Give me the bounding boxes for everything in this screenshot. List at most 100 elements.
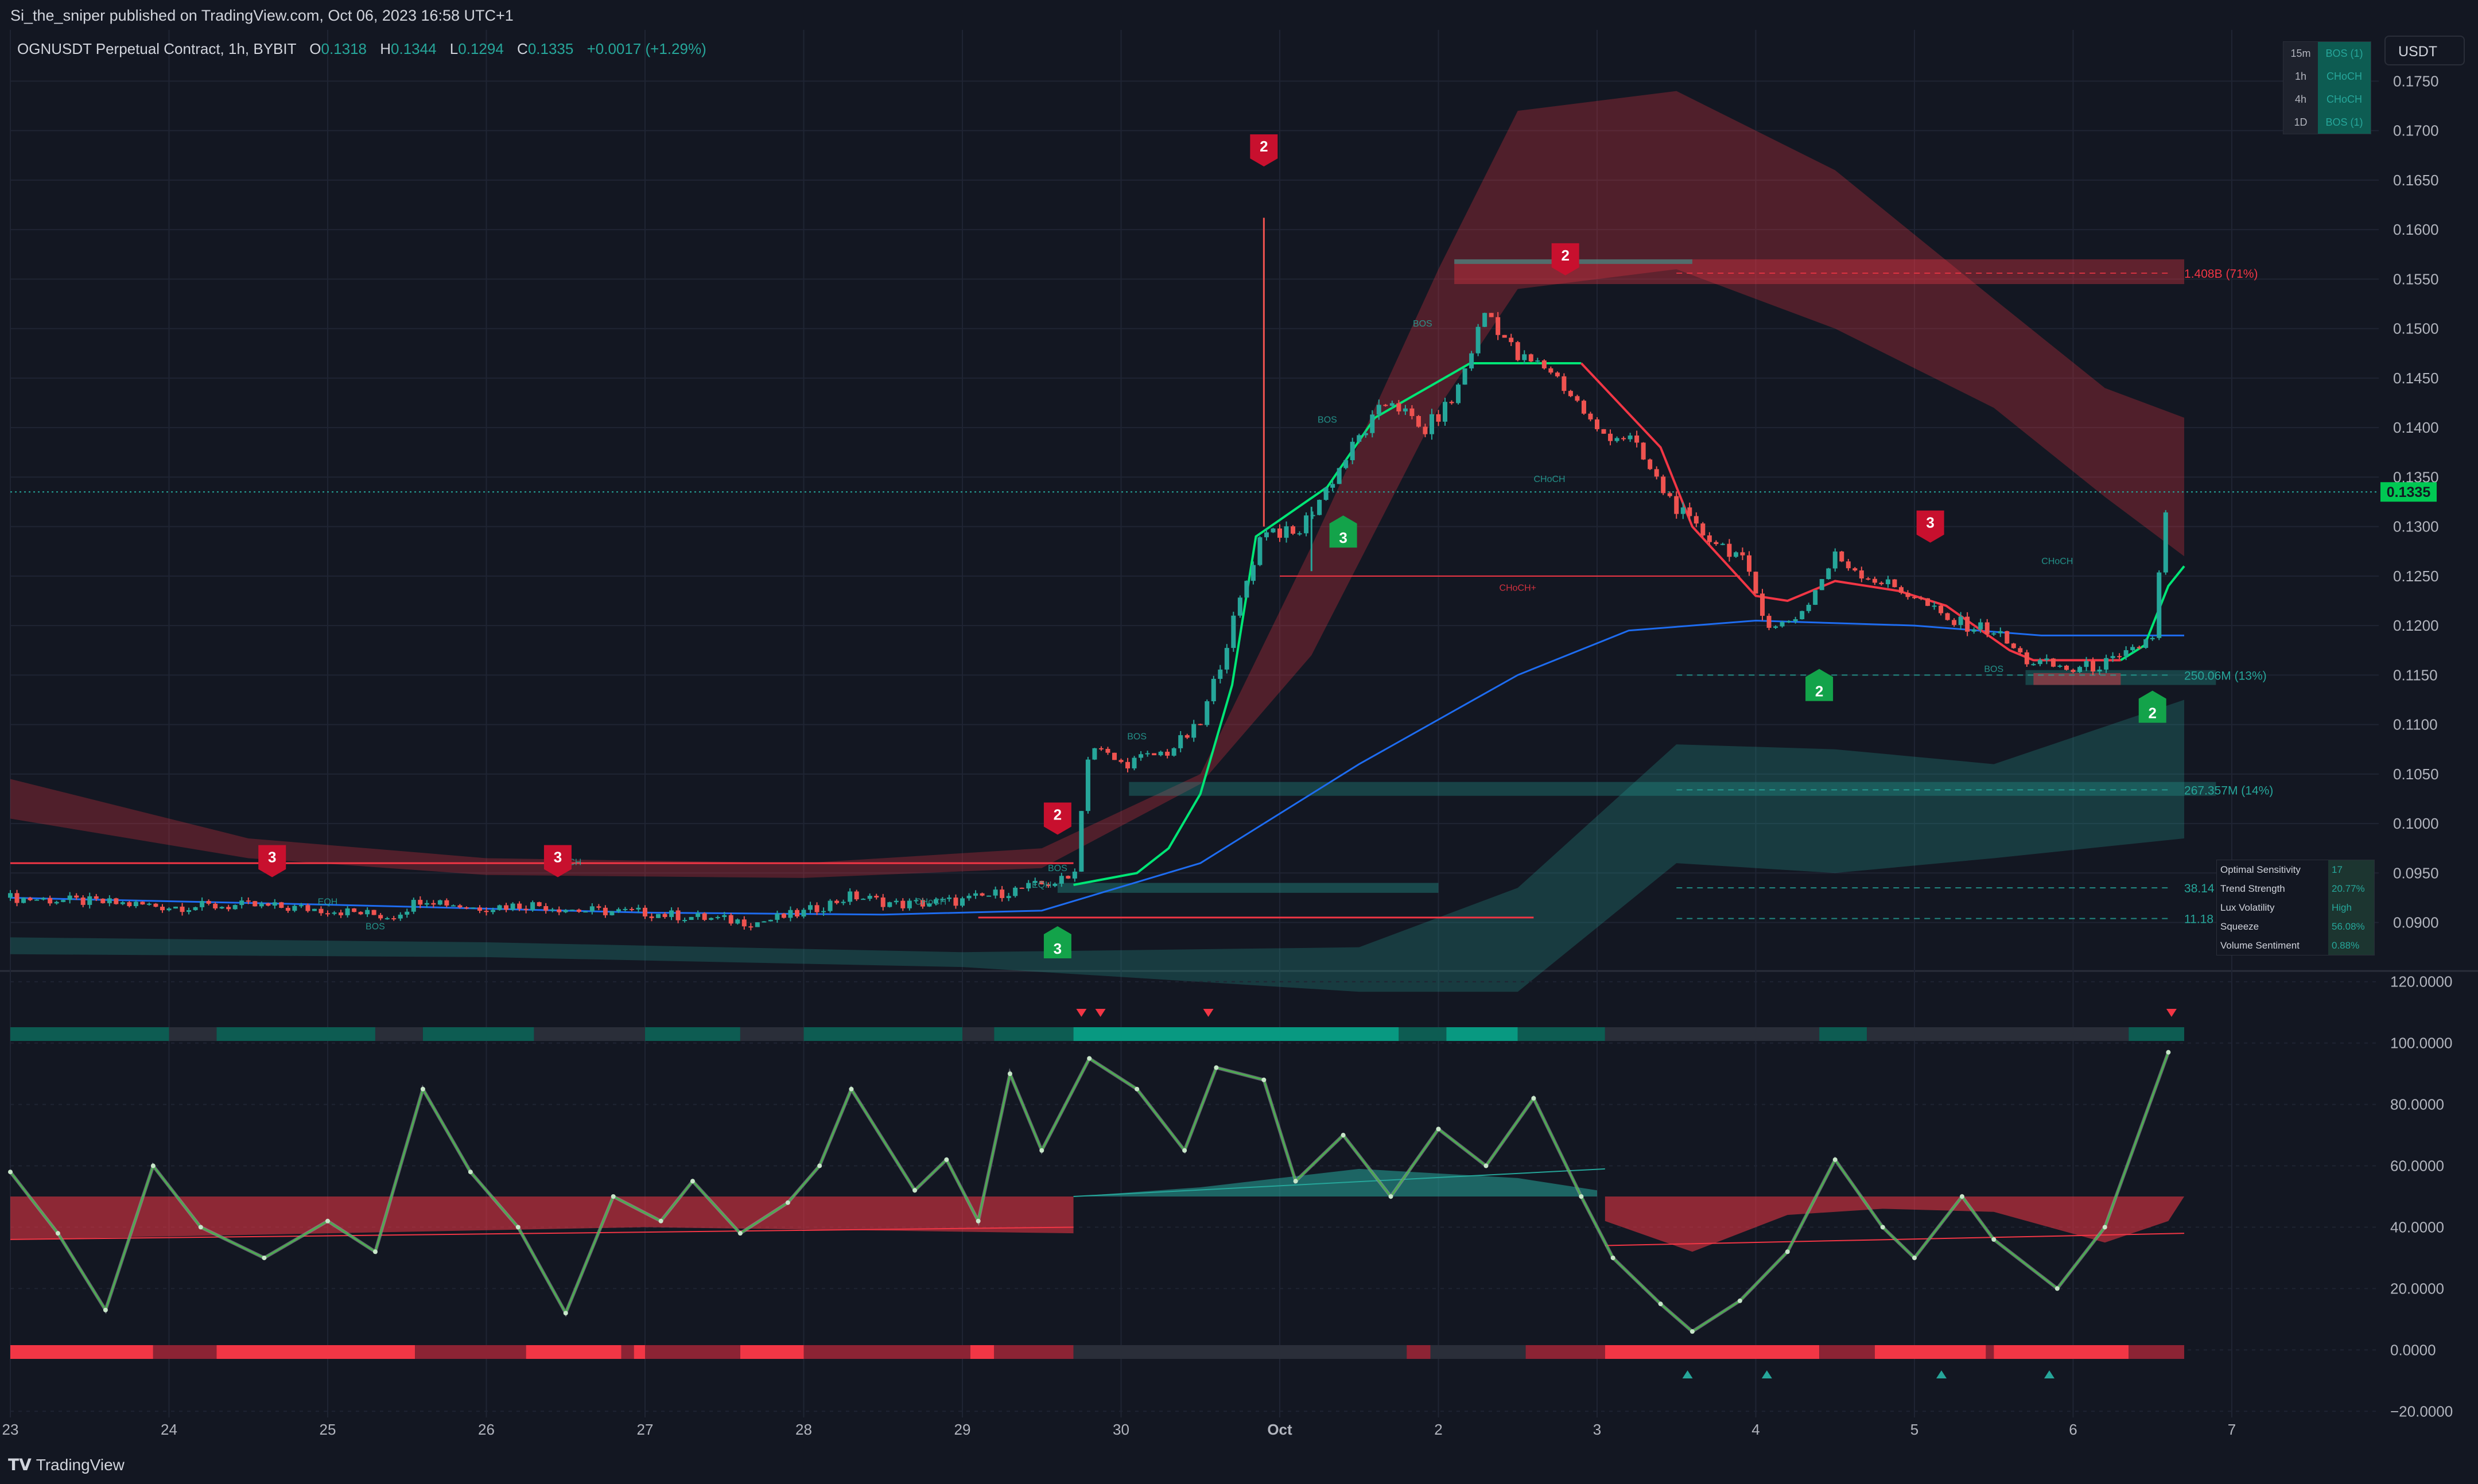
candle-body: [775, 914, 780, 920]
candle-body: [173, 906, 178, 909]
candle-body: [1191, 724, 1197, 738]
candle-body: [589, 906, 595, 912]
candle-body: [1912, 597, 1917, 599]
high-value: 0.1344: [391, 40, 437, 57]
candle-body: [1264, 532, 1269, 538]
candle-body: [100, 899, 106, 903]
oscillator-point: [1039, 1148, 1044, 1153]
candle-body: [332, 912, 337, 914]
candle-body: [1588, 413, 1593, 419]
candle-body: [1780, 621, 1785, 627]
candle-body: [384, 918, 390, 920]
sell-signal-label: 3: [268, 849, 276, 866]
candle-body: [2024, 652, 2029, 665]
time-tick-label: 29: [954, 1421, 971, 1438]
candle-body: [2130, 647, 2135, 650]
candle-body: [880, 897, 885, 907]
high-label: H: [380, 40, 391, 57]
candle-body: [166, 908, 172, 911]
currency-selector[interactable]: USDT: [2384, 36, 2465, 65]
candle-body: [21, 898, 26, 903]
trend-strip-segment: [740, 1027, 804, 1041]
mtf-state: BOS (1): [2318, 111, 2371, 134]
candle-body: [2071, 670, 2076, 672]
candle-body: [2091, 661, 2096, 672]
candle-body: [2157, 572, 2162, 638]
momentum-strip-segment: [1986, 1345, 1994, 1359]
dashboard-key: Lux Volatility: [2217, 898, 2328, 917]
time-tick-label: 6: [2069, 1421, 2077, 1438]
trend-strip-segment: [169, 1027, 217, 1041]
candle-body: [67, 895, 72, 900]
candle-body: [735, 919, 740, 924]
candle-body: [1409, 408, 1415, 416]
candle-body: [1548, 368, 1553, 373]
time-tick-label: 5: [1910, 1421, 1918, 1438]
sell-signal-label: 2: [1054, 806, 1062, 823]
candle-body: [1092, 748, 1097, 760]
candle-body: [484, 911, 489, 912]
oscillator-point: [563, 1311, 568, 1316]
candle-body: [1568, 391, 1573, 397]
candle-body: [1654, 469, 1659, 477]
candle-body: [1773, 626, 1778, 628]
candle-body: [1641, 442, 1646, 460]
candle-body: [1496, 317, 1501, 335]
candle-body: [206, 901, 211, 904]
candle-body: [887, 902, 892, 907]
oscillator-point: [1610, 1255, 1615, 1260]
buy-signal-badge: [1805, 669, 1834, 701]
osc-signal-line: [10, 1226, 1074, 1240]
momentum-strip-segment: [634, 1345, 645, 1359]
oscillator-point: [1785, 1249, 1790, 1254]
candle-body: [1502, 335, 1507, 338]
dashboard-key: Volume Sentiment: [2217, 936, 2328, 955]
candle-body: [1436, 414, 1441, 422]
structure-label: BOS: [1127, 732, 1147, 741]
candle-body: [239, 900, 244, 906]
candle-body: [133, 902, 138, 907]
candle-body: [656, 914, 661, 918]
oscillator-point: [1689, 1329, 1695, 1334]
mtf-timeframe: 1D: [2283, 111, 2318, 134]
candle-body: [1720, 543, 1725, 545]
candle-body: [398, 914, 403, 919]
candle-body: [696, 913, 701, 917]
mtf-row: 15m BOS (1): [2283, 42, 2371, 65]
buy-marker: [1761, 1370, 1772, 1378]
candle-body: [1416, 415, 1421, 427]
candle-body: [1244, 581, 1249, 598]
candle-body: [861, 899, 866, 900]
candle-body: [87, 896, 92, 905]
sell-signal-badge: [543, 845, 572, 877]
candle-body: [550, 909, 555, 911]
candle-body: [1753, 572, 1758, 594]
candle-body: [1370, 414, 1375, 433]
candle-body: [629, 908, 634, 910]
candle-body: [1158, 751, 1163, 756]
tradingview-brand[interactable]: 𝗧𝗩 TradingView: [8, 1455, 125, 1474]
trend-strip-segment: [1867, 1027, 2129, 1041]
price-tick-label: 0.1450: [2393, 370, 2439, 387]
candle-body: [226, 907, 231, 910]
candle-body: [1132, 757, 1137, 768]
candle-body: [127, 902, 132, 907]
oscillator-point: [785, 1200, 790, 1205]
candle-body: [1403, 408, 1408, 411]
candle-body: [1449, 402, 1454, 403]
candle-body: [2117, 656, 2122, 658]
volume-level-label: 1.408B (71%): [2184, 267, 2258, 281]
candle-body: [867, 896, 872, 899]
low-value: 0.1294: [458, 40, 504, 57]
candle-body: [2057, 665, 2063, 667]
trend-strip-segment: [994, 1027, 1074, 1041]
dashboard-key: Trend Strength: [2217, 879, 2328, 898]
candle-body: [358, 912, 363, 915]
candle-body: [900, 900, 906, 908]
candle-body: [1608, 433, 1613, 441]
candle-body: [1879, 582, 1884, 585]
candle-body: [1066, 876, 1071, 879]
candle-body: [1198, 724, 1203, 725]
candle-body: [1006, 896, 1011, 898]
candle-body: [34, 899, 40, 901]
